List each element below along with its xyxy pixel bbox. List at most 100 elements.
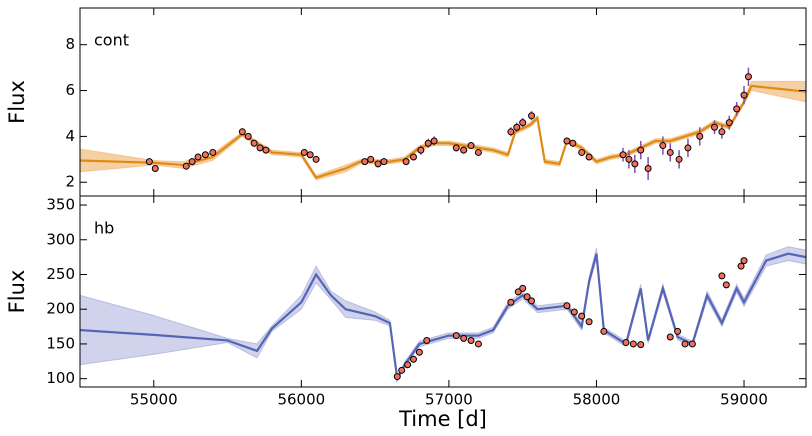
data-point: [570, 308, 578, 316]
data-point: [262, 146, 270, 154]
data-point: [674, 327, 682, 335]
data-point: [666, 148, 674, 156]
data-point: [578, 148, 586, 156]
x-tick-label: 59000: [720, 391, 768, 409]
data-point: [625, 155, 633, 163]
data-point: [711, 123, 719, 131]
x-tick-label: 56000: [277, 391, 325, 409]
y-tick-label: 350: [46, 196, 75, 214]
data-point: [182, 162, 190, 170]
y-tick-label: 200: [46, 300, 75, 318]
data-point: [675, 155, 683, 163]
data-point: [415, 348, 423, 356]
data-point: [659, 142, 667, 150]
data-point: [460, 146, 468, 154]
data-point: [380, 158, 388, 166]
y-tick-label: 8: [65, 35, 75, 53]
data-point: [563, 137, 571, 145]
data-point: [718, 128, 726, 136]
data-point: [209, 148, 217, 156]
data-point: [523, 293, 531, 301]
data-point: [452, 144, 460, 152]
data-point: [585, 153, 593, 161]
y-tick-label: 2: [65, 173, 75, 191]
data-point: [519, 119, 527, 127]
data-point: [194, 153, 202, 161]
data-point: [423, 336, 431, 344]
data-point: [361, 158, 369, 166]
data-point: [740, 91, 748, 99]
data-point: [519, 284, 527, 292]
plot-area: [80, 246, 806, 383]
data-point: [718, 272, 726, 280]
data-point: [644, 164, 652, 172]
y-tick-label: 250: [46, 265, 75, 283]
data-point: [681, 340, 689, 348]
y-tick-label: 300: [46, 230, 75, 248]
data-point: [684, 144, 692, 152]
model-line: [80, 84, 806, 179]
model-line: [80, 252, 806, 383]
data-point: [744, 73, 752, 81]
data-point: [188, 158, 196, 166]
x-axis-label: Time [d]: [398, 407, 487, 431]
plot-area: [80, 67, 806, 181]
data-point: [696, 132, 704, 140]
data-point: [474, 340, 482, 348]
data-point: [256, 144, 264, 152]
data-point: [474, 148, 482, 156]
data-point: [578, 312, 586, 320]
y-axis-label: Flux: [5, 80, 29, 124]
data-point: [238, 128, 246, 136]
data-point: [619, 151, 627, 159]
y-tick-label: 4: [65, 127, 75, 145]
x-tick-label: 58000: [573, 391, 621, 409]
y-tick-label: 150: [46, 334, 75, 352]
data-point: [528, 297, 536, 305]
data-point: [600, 327, 608, 335]
data-point: [563, 302, 571, 310]
data-point: [733, 105, 741, 113]
data-point: [737, 262, 745, 270]
data-point: [374, 160, 382, 168]
data-point: [740, 257, 748, 265]
data-point: [244, 132, 252, 140]
data-point: [631, 160, 639, 168]
data-point: [514, 288, 522, 296]
data-point: [666, 333, 674, 341]
data-point: [722, 281, 730, 289]
data-point: [409, 355, 417, 363]
data-point: [424, 139, 432, 147]
data-point: [513, 123, 521, 131]
y-tick-label: 6: [65, 81, 75, 99]
data-point: [629, 340, 637, 348]
axes-frame: [79, 195, 807, 388]
data-point: [393, 373, 401, 381]
data-point: [417, 146, 425, 154]
data-point: [622, 339, 630, 347]
data-point: [637, 341, 645, 349]
data-point: [300, 148, 308, 156]
data-point: [507, 298, 515, 306]
data-point: [725, 119, 733, 127]
y-axis-label: Flux: [5, 270, 29, 314]
data-point: [467, 142, 475, 150]
data-point: [306, 151, 314, 159]
data-point: [312, 155, 320, 163]
y-tick-label: 100: [46, 369, 75, 387]
x-tick-label: 57000: [425, 391, 473, 409]
data-point: [637, 146, 645, 154]
data-point: [569, 139, 577, 147]
data-point: [151, 164, 159, 172]
panel-annotation: cont: [94, 31, 129, 50]
data-point: [367, 155, 375, 163]
data-point: [430, 137, 438, 145]
data-point: [528, 112, 536, 120]
data-point: [145, 158, 153, 166]
data-point: [409, 153, 417, 161]
data-point: [452, 332, 460, 340]
data-point: [250, 139, 258, 147]
data-point: [460, 334, 468, 342]
x-tick-label: 55000: [130, 391, 178, 409]
